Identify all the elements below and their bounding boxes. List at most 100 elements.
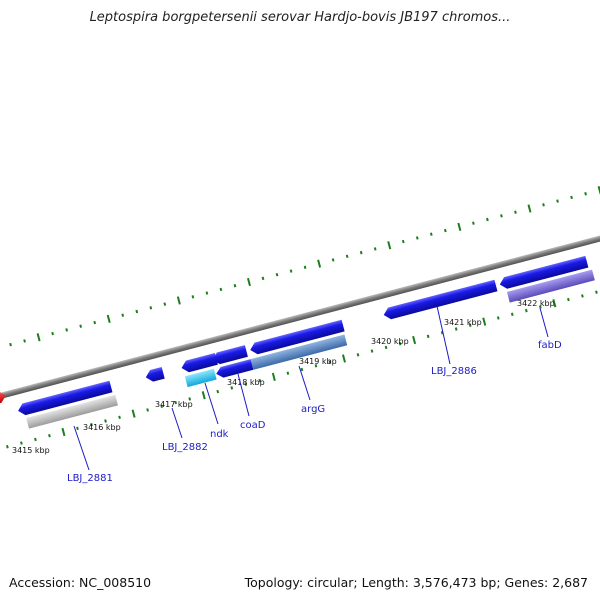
feature-bar xyxy=(26,394,118,429)
ruler-label: 3415 kbp xyxy=(12,446,50,455)
minor-tick xyxy=(401,239,405,244)
minor-tick xyxy=(398,342,402,346)
genome-backbone xyxy=(0,215,600,415)
minor-tick xyxy=(146,408,149,412)
gene-label: argG xyxy=(301,404,325,415)
gene-label-leader xyxy=(298,365,311,401)
gene-arrow xyxy=(250,319,345,355)
minor-tick xyxy=(331,258,335,262)
minor-tick xyxy=(370,349,374,353)
minor-tick xyxy=(314,364,318,368)
ruler-label: 3416 kbp xyxy=(83,423,121,432)
minor-tick xyxy=(443,228,447,233)
major-tick xyxy=(412,335,417,345)
minor-tick xyxy=(23,339,26,343)
minor-tick xyxy=(429,232,433,236)
minor-tick xyxy=(163,302,167,306)
gene-label-leader xyxy=(237,373,250,417)
minor-tick xyxy=(581,294,584,298)
minor-tick xyxy=(205,291,209,295)
minor-tick xyxy=(104,419,107,423)
minor-tick xyxy=(6,445,9,449)
accession-text: Accession: NC_008510 xyxy=(9,575,152,590)
minor-tick xyxy=(584,192,587,196)
gene-label: ndk xyxy=(210,429,229,440)
ruler-label: 3417 kbp xyxy=(155,400,193,409)
minor-tick xyxy=(9,342,12,347)
minor-tick xyxy=(524,308,528,313)
minor-tick xyxy=(118,415,121,420)
minor-tick xyxy=(51,331,54,336)
ruler-label: 3420 kbp xyxy=(371,337,409,346)
minor-tick xyxy=(20,441,23,445)
minor-tick xyxy=(359,250,363,255)
minor-tick xyxy=(595,290,598,294)
feature-bar xyxy=(250,334,348,370)
minor-tick xyxy=(261,276,265,281)
minor-tick xyxy=(384,345,388,350)
minor-tick xyxy=(48,434,51,438)
ruler-label: 3421 kbp xyxy=(444,318,482,327)
gene-label: LBJ_2882 xyxy=(162,442,208,453)
minor-tick xyxy=(135,309,139,314)
minor-tick xyxy=(328,360,332,364)
minor-tick xyxy=(65,328,68,332)
major-tick xyxy=(176,296,181,305)
minor-tick xyxy=(567,297,570,302)
major-tick xyxy=(317,259,322,268)
gene-label: coaD xyxy=(240,420,266,431)
major-tick xyxy=(387,241,392,250)
minor-tick xyxy=(121,313,125,317)
ruler-label: 3419 kbp xyxy=(299,357,337,366)
feature-bar xyxy=(184,368,217,388)
feature-bar xyxy=(506,269,595,303)
gene-label-leader xyxy=(436,305,451,365)
ruler-label: 3418 kbp xyxy=(227,378,265,387)
minor-tick xyxy=(93,320,97,325)
minor-tick xyxy=(468,323,472,328)
major-tick xyxy=(457,222,462,231)
minor-tick xyxy=(174,400,178,405)
major-tick xyxy=(482,317,487,326)
gene-arrow xyxy=(145,366,165,382)
minor-tick xyxy=(510,312,514,317)
minor-tick xyxy=(454,327,458,331)
minor-tick xyxy=(149,306,153,310)
major-tick xyxy=(271,372,276,381)
gene-label: fabD xyxy=(538,340,562,351)
gene-label-leader xyxy=(171,407,183,439)
major-tick xyxy=(201,391,206,400)
minor-tick xyxy=(496,316,500,320)
ruler-label: 3422 kbp xyxy=(517,299,555,308)
gene-label-leader xyxy=(73,425,90,471)
minor-tick xyxy=(300,367,304,372)
gene-arrow xyxy=(18,380,113,416)
lower-tick-row xyxy=(6,290,598,449)
major-tick xyxy=(36,333,41,342)
minor-tick xyxy=(500,214,503,218)
minor-tick xyxy=(160,404,163,408)
major-tick xyxy=(106,314,111,323)
minor-tick xyxy=(258,378,262,383)
minor-tick xyxy=(79,324,83,328)
minor-tick xyxy=(230,386,234,390)
major-tick xyxy=(246,277,251,287)
gene-label: LBJ_2881 xyxy=(67,473,113,484)
gene-label: LBJ_2886 xyxy=(431,366,477,377)
minor-tick xyxy=(556,199,559,203)
gene-label-leader xyxy=(539,307,549,338)
minor-tick xyxy=(373,247,377,251)
genome-summary-text: Topology: circular; Length: 3,576,473 bp… xyxy=(244,575,588,590)
major-tick xyxy=(61,427,66,437)
minor-tick xyxy=(303,265,307,270)
minor-tick xyxy=(570,195,573,200)
minor-tick xyxy=(188,397,192,401)
minor-tick xyxy=(345,254,349,259)
gene-arrow xyxy=(181,353,218,373)
minor-tick xyxy=(244,382,248,386)
minor-tick xyxy=(34,437,37,442)
major-tick xyxy=(341,354,346,363)
minor-tick xyxy=(538,305,542,309)
upper-tick-row xyxy=(9,185,600,347)
